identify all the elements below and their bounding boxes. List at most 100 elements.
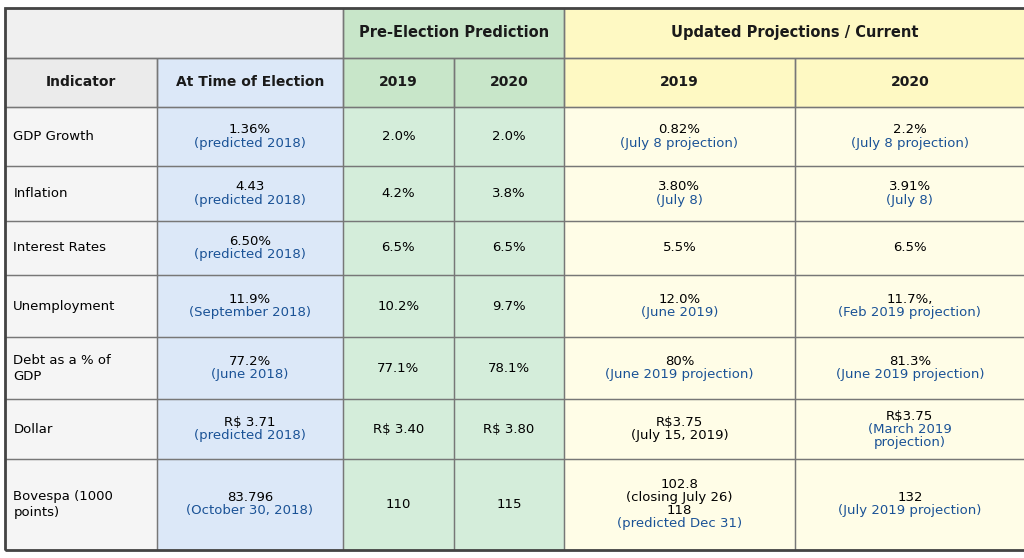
Bar	[564, 107, 795, 166]
Text: projection): projection)	[873, 436, 946, 449]
Text: (July 8 projection): (July 8 projection)	[621, 137, 738, 150]
Text: (predicted Dec 31): (predicted Dec 31)	[616, 517, 742, 531]
Text: 110: 110	[386, 498, 411, 511]
Bar	[564, 459, 795, 550]
Text: 4.43: 4.43	[236, 180, 264, 194]
Bar	[454, 57, 564, 107]
Bar	[5, 166, 157, 221]
Bar	[454, 459, 564, 550]
Text: 0.82%: 0.82%	[658, 123, 700, 136]
Text: (September 2018): (September 2018)	[188, 306, 311, 319]
Text: (October 30, 2018): (October 30, 2018)	[186, 504, 313, 517]
Bar	[5, 57, 157, 107]
Text: 2020: 2020	[891, 75, 929, 89]
Bar	[343, 400, 454, 459]
Text: 2.0%: 2.0%	[493, 130, 525, 143]
Text: 6.5%: 6.5%	[893, 242, 927, 254]
Text: 115: 115	[497, 498, 521, 511]
Text: 132: 132	[897, 491, 923, 504]
Bar	[343, 337, 454, 400]
Text: 78.1%: 78.1%	[487, 362, 530, 375]
Text: 77.1%: 77.1%	[377, 362, 420, 375]
Bar	[795, 107, 1024, 166]
Text: (closing July 26): (closing July 26)	[626, 491, 733, 504]
Bar	[564, 221, 795, 275]
Text: (July 8): (July 8)	[887, 194, 933, 206]
Text: GDP Growth: GDP Growth	[13, 130, 94, 143]
Text: (July 15, 2019): (July 15, 2019)	[631, 429, 728, 442]
Text: (July 8): (July 8)	[656, 194, 702, 206]
Text: Updated Projections / Current: Updated Projections / Current	[671, 26, 919, 41]
Text: Unemployment: Unemployment	[13, 300, 116, 312]
Text: 6.50%: 6.50%	[228, 235, 271, 248]
Text: (June 2019 projection): (June 2019 projection)	[605, 368, 754, 382]
Bar	[343, 8, 564, 57]
Bar	[157, 57, 343, 107]
Text: 11.9%: 11.9%	[228, 293, 271, 306]
Text: R$ 3.40: R$ 3.40	[373, 423, 424, 436]
Text: 2019: 2019	[379, 75, 418, 89]
Text: Interest Rates: Interest Rates	[13, 242, 106, 254]
Text: 9.7%: 9.7%	[493, 300, 525, 312]
Bar	[564, 166, 795, 221]
Text: (June 2018): (June 2018)	[211, 368, 289, 382]
Bar	[795, 57, 1024, 107]
Bar	[795, 459, 1024, 550]
Bar	[795, 337, 1024, 400]
Text: (predicted 2018): (predicted 2018)	[194, 248, 306, 261]
Text: Inflation: Inflation	[13, 187, 68, 200]
Text: 1.36%: 1.36%	[228, 123, 271, 136]
Text: 3.91%: 3.91%	[889, 180, 931, 194]
Bar	[564, 57, 795, 107]
Text: Dollar: Dollar	[13, 423, 52, 436]
Bar	[5, 221, 157, 275]
Text: 2.2%: 2.2%	[893, 123, 927, 136]
Bar	[795, 275, 1024, 337]
Bar	[454, 400, 564, 459]
Bar	[157, 221, 343, 275]
Text: 83.796: 83.796	[226, 491, 273, 504]
Text: Indicator: Indicator	[46, 75, 116, 89]
Text: Pre-Election Prediction: Pre-Election Prediction	[358, 26, 549, 41]
Text: Bovespa (1000
points): Bovespa (1000 points)	[13, 489, 114, 519]
Bar	[343, 459, 454, 550]
Text: 3.80%: 3.80%	[658, 180, 700, 194]
Text: 10.2%: 10.2%	[377, 300, 420, 312]
Text: Debt as a % of
GDP: Debt as a % of GDP	[13, 354, 111, 383]
Text: (Feb 2019 projection): (Feb 2019 projection)	[839, 306, 981, 319]
Bar	[343, 107, 454, 166]
Text: 12.0%: 12.0%	[658, 293, 700, 306]
Text: R$ 3.71: R$ 3.71	[224, 416, 275, 429]
Text: (July 2019 projection): (July 2019 projection)	[838, 504, 982, 517]
Bar	[343, 221, 454, 275]
Text: (predicted 2018): (predicted 2018)	[194, 194, 306, 206]
Text: 5.5%: 5.5%	[663, 242, 696, 254]
Bar	[157, 459, 343, 550]
Bar	[343, 166, 454, 221]
Text: 102.8: 102.8	[660, 478, 698, 491]
Bar	[157, 275, 343, 337]
Text: 118: 118	[667, 504, 692, 517]
Bar	[5, 337, 157, 400]
Text: 80%: 80%	[665, 355, 694, 368]
Text: (July 8 projection): (July 8 projection)	[851, 137, 969, 150]
Bar	[157, 400, 343, 459]
Text: 6.5%: 6.5%	[493, 242, 525, 254]
Bar	[454, 107, 564, 166]
Text: 2020: 2020	[489, 75, 528, 89]
Bar	[5, 107, 157, 166]
Text: 81.3%: 81.3%	[889, 355, 931, 368]
Bar	[795, 400, 1024, 459]
Text: 3.8%: 3.8%	[493, 187, 525, 200]
Bar	[5, 459, 157, 550]
Bar	[157, 166, 343, 221]
Bar	[343, 275, 454, 337]
Text: 2.0%: 2.0%	[382, 130, 415, 143]
Text: 6.5%: 6.5%	[382, 242, 415, 254]
Text: 11.7%,: 11.7%,	[887, 293, 933, 306]
Text: 2019: 2019	[660, 75, 698, 89]
Text: (March 2019: (March 2019	[868, 423, 951, 436]
Text: R$3.75: R$3.75	[886, 410, 934, 422]
Bar	[5, 8, 343, 57]
Text: (predicted 2018): (predicted 2018)	[194, 429, 306, 442]
